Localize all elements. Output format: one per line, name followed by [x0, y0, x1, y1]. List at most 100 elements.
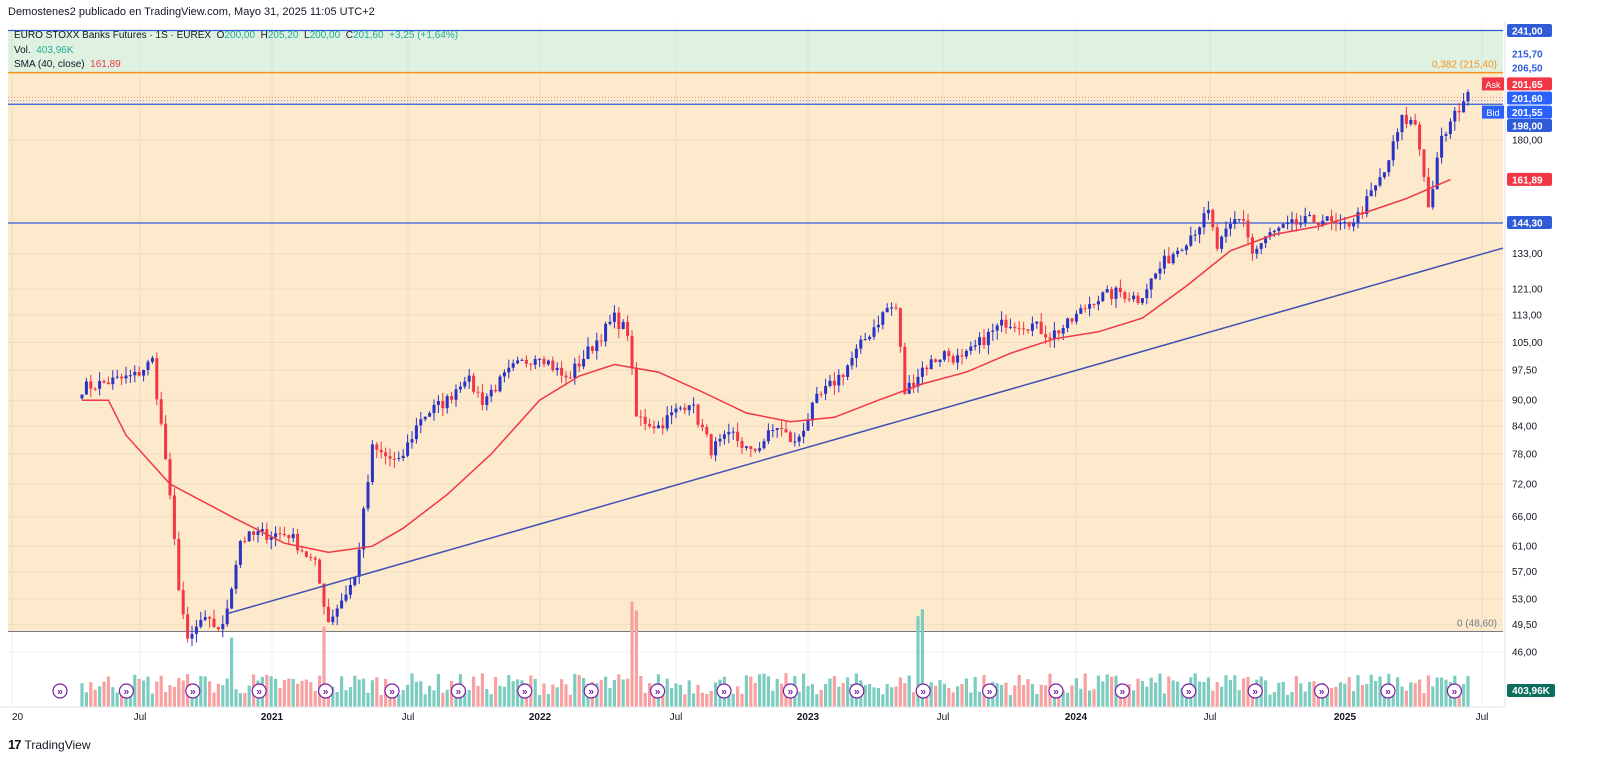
price-axis-label: 121,00 [1512, 285, 1543, 296]
volume-bar [1290, 692, 1294, 707]
candle-body [1228, 223, 1232, 229]
volume-bar [502, 686, 506, 707]
candle-body [1061, 328, 1065, 334]
candle-body [934, 359, 938, 363]
dividend-event-icon[interactable]: » [318, 683, 334, 699]
candle-body [1396, 132, 1400, 142]
candle-body [494, 389, 498, 392]
tradingview-footer[interactable]: 17 TradingView [8, 737, 91, 752]
candle-body [727, 432, 731, 435]
volume-bar [1132, 690, 1136, 707]
volume-label[interactable]: Vol. [14, 44, 31, 56]
volume-bar [1378, 676, 1382, 707]
volume-bar [128, 693, 132, 707]
time-axis-label: 2023 [797, 712, 820, 723]
candle-body [384, 452, 388, 457]
candle-body [1220, 236, 1224, 249]
candle-body [485, 396, 489, 405]
candle-body [876, 324, 880, 328]
candle-body [718, 438, 722, 442]
candle-body [1140, 298, 1144, 303]
candle-body [212, 618, 216, 628]
candle-body [925, 367, 929, 370]
volume-bar [1074, 678, 1078, 707]
dividend-event-icon[interactable]: » [118, 683, 135, 699]
candle-body [142, 370, 146, 376]
dividend-event-icon[interactable]: » [1181, 683, 1197, 699]
dividend-event-icon[interactable]: » [52, 683, 68, 699]
volume-bar [221, 685, 225, 707]
candle-body [1268, 232, 1272, 237]
volume-bar [938, 680, 942, 707]
price-axis-label: 57,00 [1512, 567, 1537, 578]
volume-bar [1466, 676, 1470, 707]
dividend-event-icon[interactable]: » [583, 683, 599, 699]
dividend-event-icon[interactable]: » [251, 683, 267, 699]
volume-bar [1250, 693, 1254, 707]
volume-bar [1145, 686, 1149, 707]
dividend-event-icon[interactable]: » [981, 683, 998, 699]
dividend-event-icon[interactable]: » [1313, 683, 1330, 699]
candle-body [1110, 289, 1114, 299]
dividend-event-icon[interactable]: » [1247, 683, 1263, 699]
dividend-event-icon[interactable]: » [185, 683, 201, 699]
candle-body [1118, 287, 1122, 293]
dividend-event-icon[interactable]: » [1114, 683, 1131, 699]
volume-bar [639, 675, 643, 707]
dividend-event-icon[interactable]: » [649, 683, 666, 699]
dividend-event-icon[interactable]: » [782, 683, 799, 699]
symbol-name[interactable]: EURO STOXX Banks Futures · 1S · EUREX [14, 30, 212, 41]
sma-label[interactable]: SMA (40, close) [14, 59, 85, 70]
volume-bar [287, 678, 291, 707]
svg-text:»: » [1120, 687, 1126, 698]
volume-bar [348, 687, 352, 707]
chart[interactable]: 0,382 (215,40) 0 (48,60)»»»»»»»»»»»»»»»»»… [0, 22, 1600, 730]
dividend-event-icon[interactable]: » [450, 683, 466, 699]
candle-body [599, 340, 603, 342]
price-axis-label: 53,00 [1512, 595, 1537, 606]
volume-bar [951, 692, 955, 707]
candle-body [133, 371, 137, 376]
candle-body [555, 367, 559, 371]
price-axis-label: 72,00 [1512, 479, 1537, 490]
volume-bar [190, 694, 194, 707]
candle-body [106, 382, 110, 385]
volume-bar [797, 691, 801, 707]
chart-svg[interactable]: 0,382 (215,40)0 (48,60)»»»»»»»»»»»»»»»»»… [0, 22, 1600, 730]
price-label-level: 198,00 [1512, 122, 1543, 133]
volume-bar [925, 689, 929, 707]
dividend-event-icon[interactable]: » [849, 683, 865, 699]
dividend-event-icon[interactable]: » [517, 683, 533, 699]
volume-bar [898, 677, 902, 707]
candle-body [1321, 220, 1325, 226]
candle-body [766, 430, 770, 442]
volume-bar [1101, 681, 1105, 707]
price-badge-level [1507, 119, 1552, 132]
price-axis-label: 105,00 [1512, 338, 1543, 349]
candle-body [432, 404, 436, 414]
volume-bar [225, 678, 229, 707]
candle-body [1070, 318, 1074, 322]
candle-body [533, 359, 537, 365]
volume-bar [432, 690, 436, 707]
dividend-event-icon[interactable]: » [384, 683, 400, 699]
dividend-event-icon[interactable]: » [915, 683, 931, 699]
dividend-event-icon[interactable]: » [1380, 683, 1396, 699]
volume-bar [1277, 682, 1281, 707]
candle-body [590, 346, 594, 352]
candle-body [819, 393, 823, 395]
volume-bar [969, 692, 973, 707]
volume-bar [542, 683, 546, 707]
volume-bar [93, 689, 97, 707]
candle-body [564, 375, 568, 378]
dividend-event-icon[interactable]: » [716, 683, 732, 699]
candle-body [1224, 228, 1228, 237]
dividend-event-icon[interactable]: » [1048, 683, 1064, 699]
dividend-event-icon[interactable]: » [1446, 683, 1463, 699]
candle-body [1048, 337, 1052, 340]
candle-body [476, 391, 480, 393]
volume-bar [1008, 694, 1012, 707]
volume-bar [599, 679, 603, 707]
candle-body [520, 359, 524, 361]
candle-body [1096, 301, 1100, 305]
